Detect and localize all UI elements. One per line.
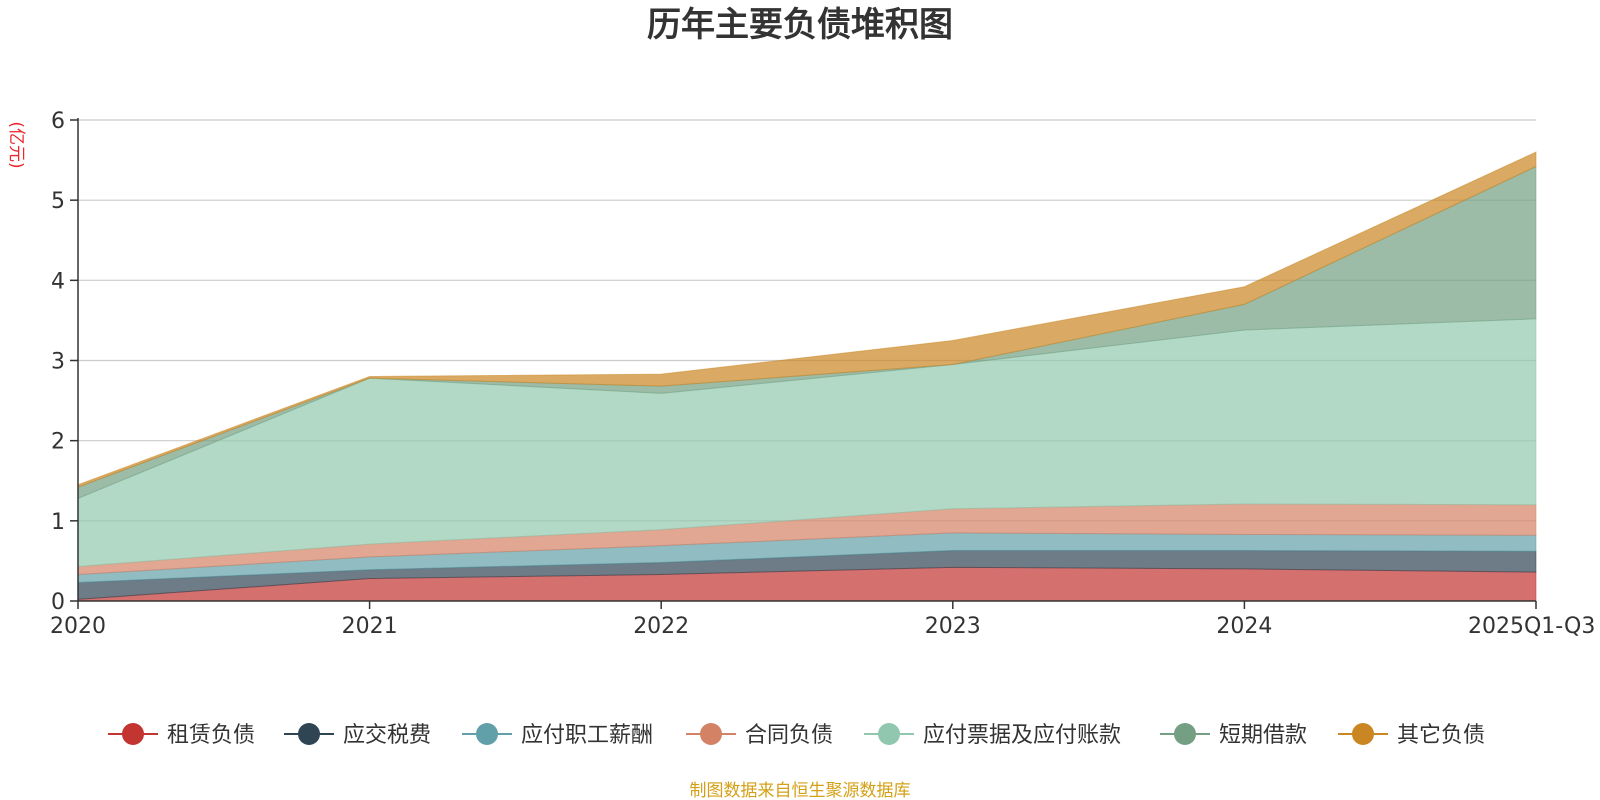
legend-label: 应付票据及应付账款: [923, 723, 1121, 748]
y-tick-label: 6: [51, 109, 65, 134]
y-tick-label: 5: [51, 189, 65, 214]
legend-label: 其它负债: [1397, 723, 1485, 748]
legend-marker: [298, 723, 320, 745]
legend-label: 短期借款: [1219, 723, 1307, 748]
legend-marker: [122, 723, 144, 745]
legend-item[interactable]: 其它负债: [1338, 723, 1485, 748]
area-series-7: [77, 151, 1537, 488]
x-tick-label: 2022: [633, 614, 689, 639]
legend-item[interactable]: 应交税费: [284, 723, 431, 748]
axes: 0 1 2 3 4 5 6 2020 2021 2022 2023 2024 2025Q1-Q3: [50, 109, 1595, 639]
legend-item[interactable]: 合同负债: [686, 723, 833, 748]
y-tick-label: 2: [51, 430, 65, 455]
legend-label: 合同负债: [745, 723, 833, 748]
legend-label: 应交税费: [343, 723, 431, 748]
y-tick-label: 3: [51, 350, 65, 375]
legend-marker: [1352, 723, 1374, 745]
x-tick-label: 2021: [342, 614, 398, 639]
legend-label: 应付职工薪酬: [521, 723, 653, 748]
legend-item[interactable]: 短期借款: [1160, 723, 1307, 748]
x-tick-label: 2020: [50, 614, 106, 639]
y-axis-unit-label: (亿元): [6, 121, 26, 168]
legend-item[interactable]: 租赁负债: [108, 723, 255, 748]
source-note: 制图数据来自恒生聚源数据库: [690, 781, 911, 800]
y-tick-label: 4: [51, 269, 65, 294]
x-tick-label: 2024: [1216, 614, 1272, 639]
legend-item[interactable]: 应付票据及应付账款: [864, 723, 1121, 748]
legend-marker: [700, 723, 722, 745]
legend-marker: [878, 723, 900, 745]
x-tick-label: 2023: [925, 614, 981, 639]
y-tick-label: 0: [51, 590, 65, 615]
chart-title: 历年主要负债堆积图: [647, 5, 953, 45]
x-tick-label: 2025Q1-Q3: [1468, 614, 1595, 639]
legend-item[interactable]: 应付职工薪酬: [462, 723, 653, 748]
legend-marker: [476, 723, 498, 745]
area-series: [77, 151, 1537, 602]
legend-label: 租赁负债: [167, 723, 255, 748]
legend-marker: [1174, 723, 1196, 745]
legend: 租赁负债 应交税费 应付职工薪酬 合同负债 应付票据及应付账款 短期借款 其它负债: [108, 723, 1485, 748]
y-tick-label: 1: [51, 510, 65, 535]
